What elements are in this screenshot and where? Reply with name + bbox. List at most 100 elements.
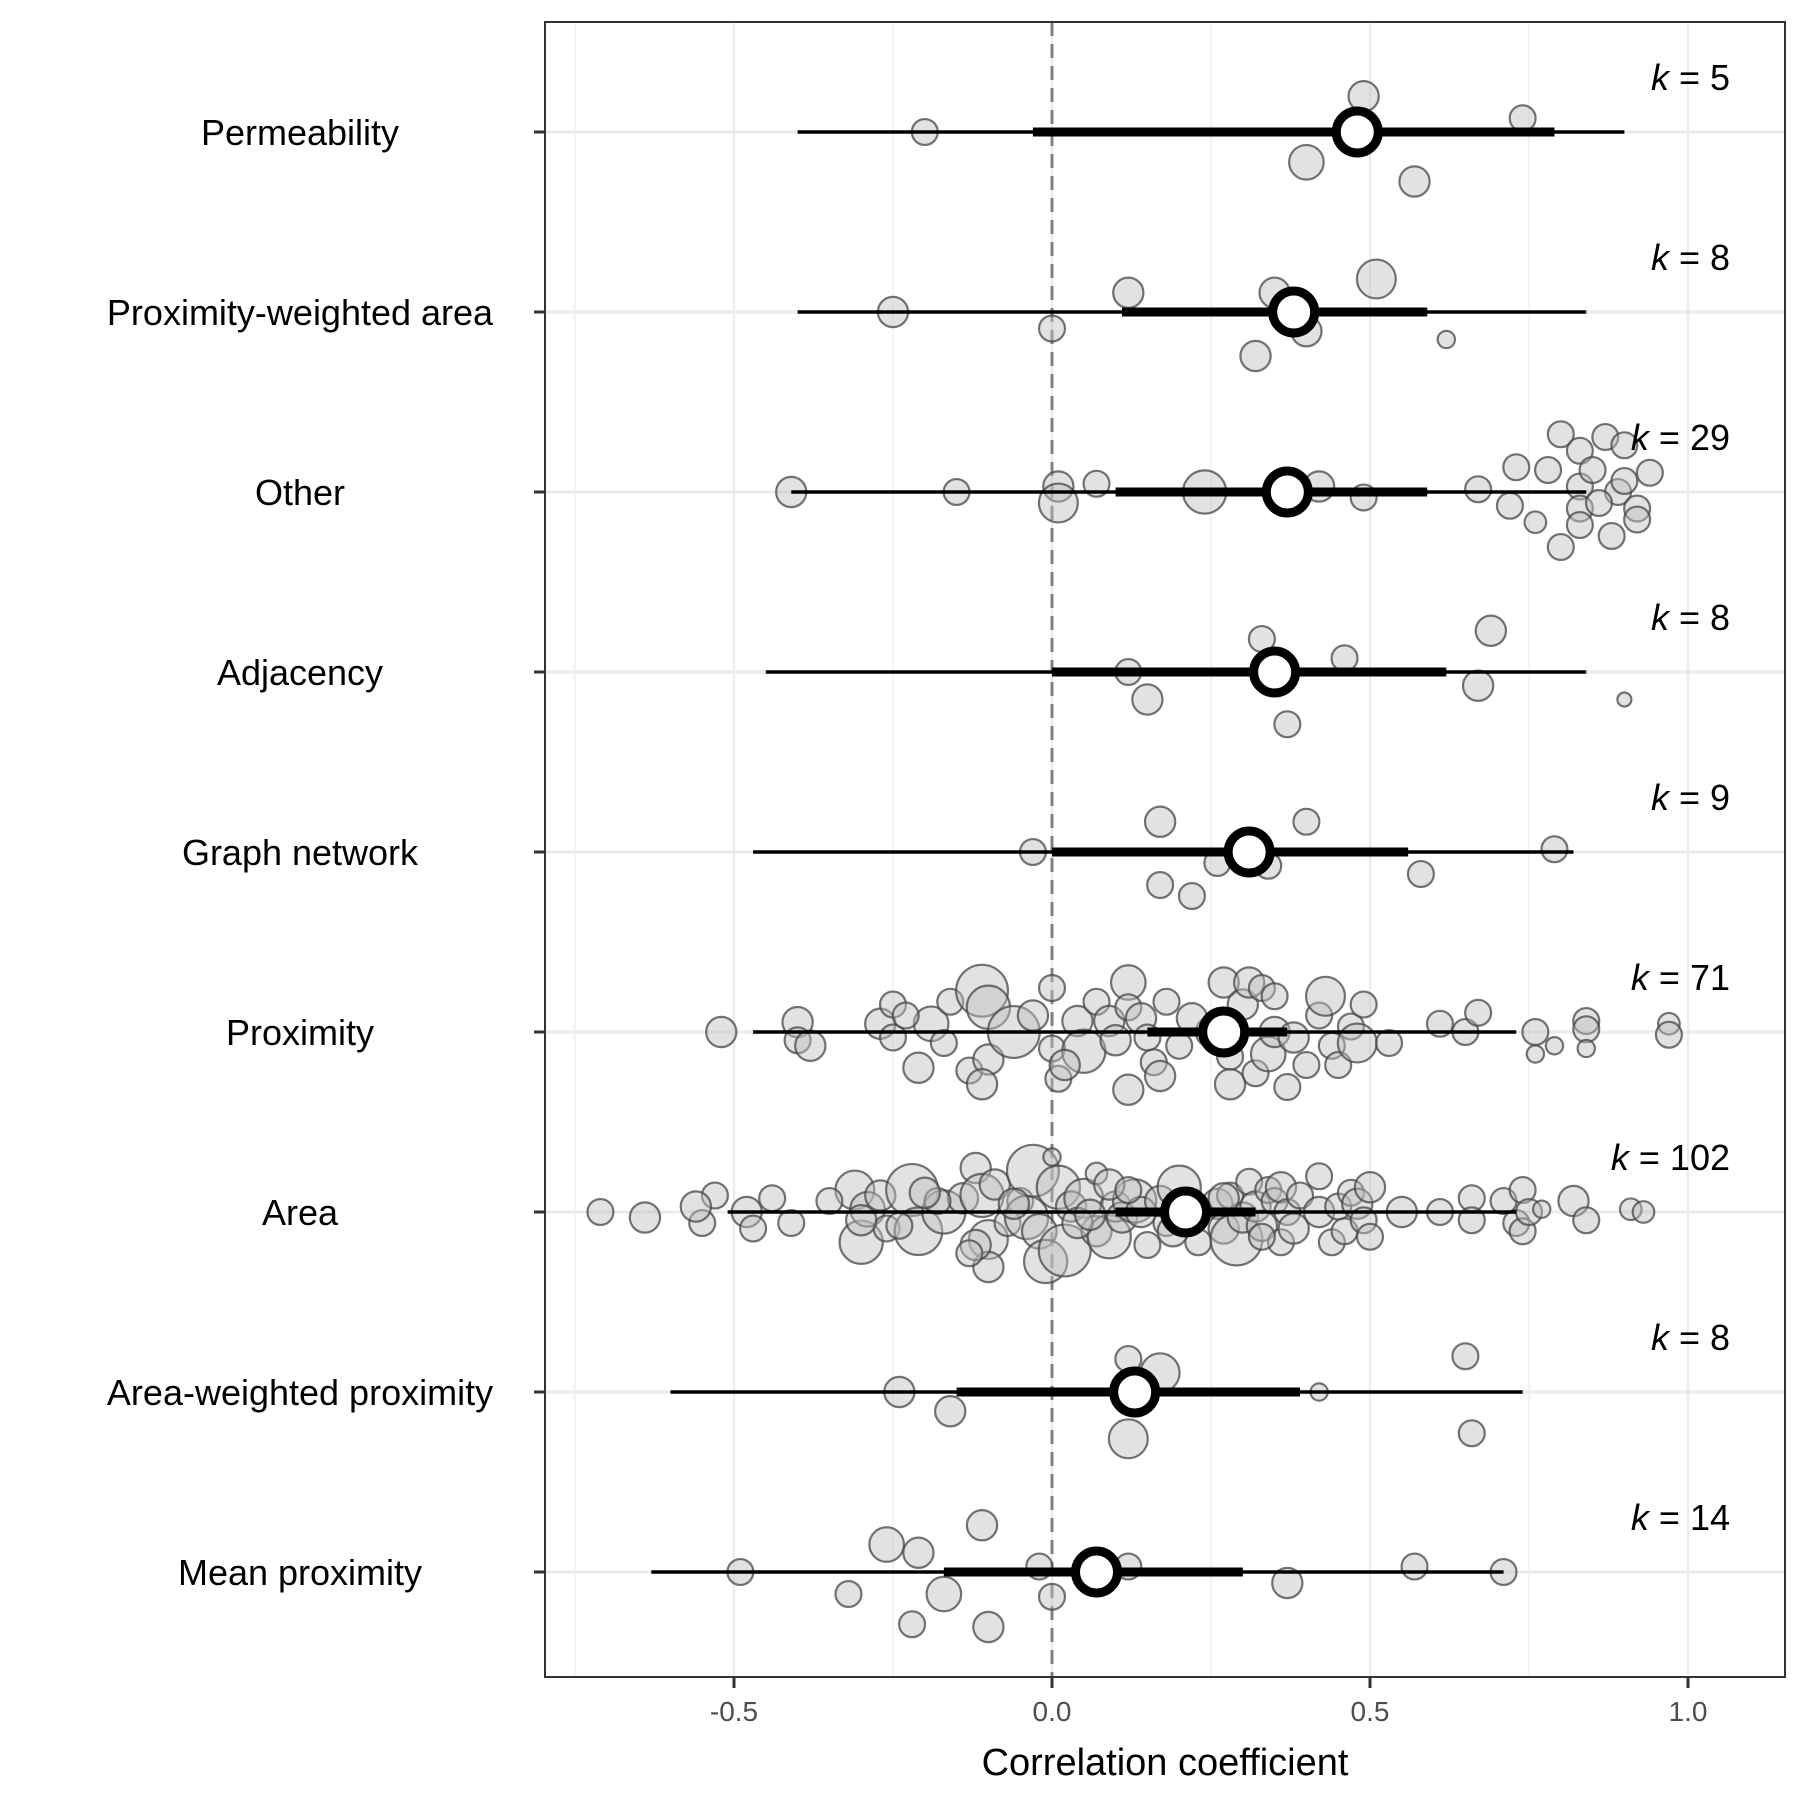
study-point	[1273, 710, 1302, 739]
study-point	[1616, 691, 1633, 708]
study-point	[1572, 1015, 1601, 1044]
category-label: Proximity-weighted area	[107, 292, 494, 333]
study-point	[1521, 1017, 1550, 1047]
study-point	[1355, 258, 1397, 300]
k-value: = 8	[1669, 597, 1730, 638]
study-point	[1073, 1198, 1107, 1231]
study-point	[1037, 314, 1067, 343]
study-point	[1082, 469, 1111, 498]
study-point	[1534, 455, 1563, 485]
study-point	[1133, 1230, 1162, 1260]
study-point	[688, 1208, 717, 1238]
study-point	[628, 1201, 662, 1234]
k-value: = 29	[1649, 417, 1730, 458]
study-point	[1042, 1147, 1062, 1167]
study-point	[1464, 475, 1493, 504]
pooled-estimate	[1261, 466, 1313, 518]
study-point	[1273, 1072, 1302, 1102]
k-value: = 14	[1649, 1497, 1730, 1538]
study-point	[1457, 1419, 1486, 1448]
category-labels: Permeability Proximity-weighted area Other…	[107, 112, 494, 1593]
study-point	[1349, 1206, 1378, 1235]
x-tick-label: 0.0	[1033, 1696, 1072, 1727]
study-point	[1048, 1048, 1081, 1082]
study-point	[1239, 339, 1272, 373]
study-point	[1037, 1034, 1067, 1063]
study-point	[1330, 644, 1359, 673]
y-axis-ticks	[534, 130, 545, 1574]
study-point	[1436, 329, 1457, 350]
k-label: k = 8	[1651, 1317, 1730, 1358]
study-point	[997, 1187, 1031, 1220]
category-label: Proximity	[226, 1012, 374, 1053]
study-point	[972, 1610, 1005, 1644]
study-point	[1099, 1024, 1132, 1057]
study-point	[1107, 1418, 1149, 1460]
study-point	[1277, 1021, 1310, 1054]
k-value: = 5	[1669, 57, 1730, 98]
k-symbol: k	[1651, 57, 1671, 98]
pooled-estimate	[1071, 1546, 1123, 1598]
study-point	[1565, 510, 1594, 540]
category-label: Area-weighted proximity	[107, 1372, 493, 1413]
study-point	[955, 1056, 984, 1085]
study-point	[1146, 870, 1175, 900]
study-point	[934, 1395, 967, 1428]
k-label: k = 5	[1651, 57, 1730, 98]
study-point	[1080, 1215, 1113, 1248]
study-point	[1042, 470, 1075, 503]
study-point	[891, 1001, 920, 1030]
study-point	[1578, 455, 1607, 485]
study-point	[929, 1028, 958, 1058]
study-point	[1657, 1011, 1681, 1036]
pooled-estimate	[1331, 106, 1383, 158]
k-value: = 102	[1629, 1137, 1730, 1178]
k-label: k = 14	[1631, 1497, 1730, 1538]
k-symbol: k	[1651, 1317, 1671, 1358]
study-point	[1355, 1222, 1385, 1251]
study-point	[777, 1208, 806, 1238]
study-point	[1084, 1161, 1109, 1186]
study-point	[1572, 1206, 1601, 1235]
category-label: Permeability	[201, 112, 399, 153]
study-point	[1546, 420, 1575, 449]
study-point	[955, 963, 1010, 1018]
study-point	[902, 1051, 935, 1084]
k-symbol: k	[1651, 237, 1671, 278]
pooled-estimate	[1160, 1186, 1212, 1238]
study-point	[1177, 881, 1206, 911]
k-label: k = 8	[1651, 597, 1730, 638]
study-point	[1241, 1059, 1270, 1088]
study-point	[868, 1526, 906, 1563]
study-point	[1635, 458, 1664, 487]
study-point	[1508, 1175, 1537, 1205]
study-point	[1457, 1206, 1486, 1235]
study-point	[1037, 1582, 1067, 1611]
study-point	[993, 1208, 1022, 1238]
study-point	[1143, 805, 1177, 838]
study-point	[1165, 1031, 1194, 1060]
study-point	[1035, 1164, 1082, 1210]
k-labels: k = 5k = 8k = 29k = 8k = 9k = 71k = 102k…	[1611, 57, 1730, 1538]
study-point	[1271, 1566, 1304, 1600]
study-point	[1576, 1038, 1596, 1059]
k-label: k = 102	[1611, 1137, 1730, 1178]
k-value: = 9	[1669, 777, 1730, 818]
study-point	[1005, 1143, 1060, 1198]
study-point	[1623, 505, 1652, 534]
k-symbol: k	[1651, 777, 1671, 818]
study-point	[1474, 614, 1508, 647]
study-point	[1086, 1214, 1132, 1260]
study-point	[1292, 807, 1321, 836]
category-label: Other	[255, 472, 345, 513]
pooled-estimate	[1249, 646, 1301, 698]
k-label: k = 71	[1631, 957, 1730, 998]
study-point	[1114, 1175, 1143, 1205]
study-point	[1336, 1022, 1378, 1064]
category-label: Area	[262, 1192, 339, 1233]
k-symbol: k	[1631, 957, 1651, 998]
k-label: k = 8	[1651, 237, 1730, 278]
study-point	[908, 1176, 942, 1209]
study-point	[844, 1204, 878, 1237]
study-point	[965, 1509, 999, 1542]
